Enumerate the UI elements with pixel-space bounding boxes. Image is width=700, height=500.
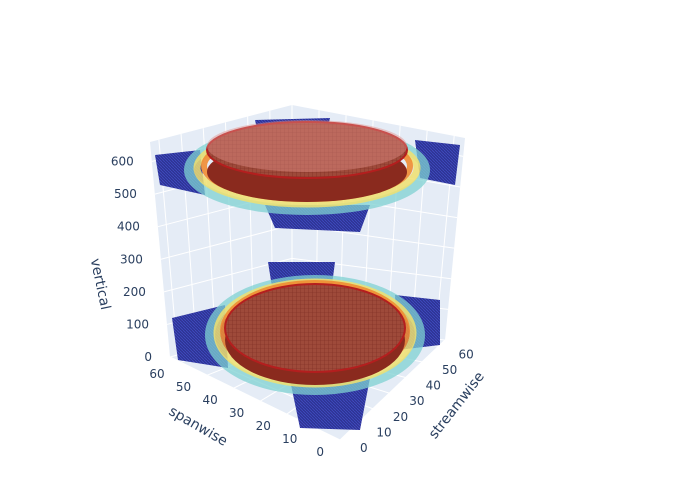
y-tick-label-5: 50 (176, 380, 191, 394)
y-tick-label-0: 0 (316, 445, 324, 459)
lower-disc-top (224, 283, 406, 373)
isosurface-upper[interactable] (184, 120, 430, 215)
z-tick-label-0: 0 (144, 350, 152, 364)
y-tick-label-1: 10 (282, 432, 297, 446)
z-axis-title: vertical (87, 257, 114, 311)
z-tick-label-4: 400 (117, 220, 140, 234)
x-tick-label-1: 10 (376, 425, 391, 439)
z-tick-label-6: 600 (111, 155, 134, 169)
z-tick-label-2: 200 (123, 285, 146, 299)
isosurface-lower[interactable] (205, 275, 425, 395)
y-tick-label-3: 30 (229, 406, 244, 420)
x-tick-label-0: 0 (360, 441, 368, 455)
x-tick-label-3: 30 (409, 394, 424, 408)
x-tick-label-5: 50 (442, 363, 457, 377)
x-tick-label-4: 40 (426, 379, 441, 393)
z-tick-label-3: 300 (120, 252, 143, 266)
x-tick-label-2: 20 (393, 410, 408, 424)
z-tick-label-5: 500 (114, 187, 137, 201)
y-axis-title: spanwise (166, 403, 230, 449)
grid-z-left-3 (160, 224, 293, 260)
y-tick-label-6: 60 (149, 367, 164, 381)
upper-disc-rim (207, 120, 407, 172)
y-tick-label-2: 20 (256, 419, 271, 433)
upper-disc-top (206, 121, 408, 179)
grid-z-right-2 (291, 257, 452, 280)
x-tick-label-6: 60 (458, 347, 473, 361)
y-tick-label-4: 40 (202, 393, 217, 407)
z-tick-label-1: 100 (126, 317, 149, 331)
tick-labels: 0100200300400500600010203040506001020304… (111, 155, 474, 459)
